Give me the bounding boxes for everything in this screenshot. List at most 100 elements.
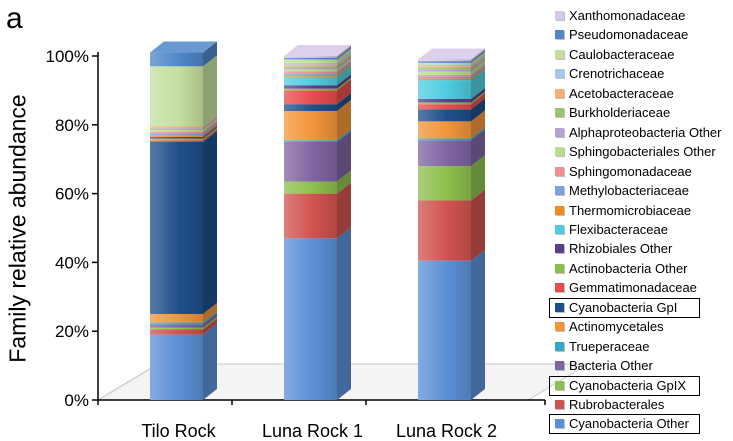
bar-segment (150, 52, 203, 67)
legend-item: Alphaproteobacteria Other (549, 123, 733, 143)
bar-segment (418, 80, 471, 99)
legend-highlight-box (549, 297, 700, 318)
bar-segment-side (203, 120, 217, 134)
bar-segment-side (203, 311, 217, 325)
bar-segment-side (471, 60, 485, 75)
bar-segment (418, 64, 471, 67)
bar-segment (150, 142, 203, 314)
bar-segment-side (337, 63, 351, 77)
bar-segment (418, 104, 471, 110)
bar-segment-side (337, 93, 351, 112)
bar-segment-side (471, 55, 485, 69)
legend-item: Thermomicrobiaceae (549, 201, 733, 221)
bar-segment-side (471, 189, 485, 261)
bar-segment-side (471, 51, 485, 65)
bar-segment (418, 68, 471, 70)
legend-label: Actinobacteria Other (569, 260, 688, 276)
legend-label: Burkholderiaceae (569, 105, 671, 121)
legend-item: Trueperaceae (549, 337, 733, 357)
bar-segment-side (471, 67, 485, 81)
legend-highlight-box (549, 414, 700, 435)
legend-label: Rhizobiales Other (569, 241, 673, 257)
legend-swatch (555, 147, 564, 157)
legend-swatch (555, 263, 564, 273)
floor-edge (97, 363, 159, 401)
bar-segment-top (150, 41, 217, 53)
bar-segment-side (471, 58, 485, 72)
bar-segment (418, 140, 471, 167)
bar-segment-side (471, 53, 485, 67)
legend-item: Actinobacteria Other (549, 259, 733, 279)
legend-label: Xanthomonadaceae (569, 8, 686, 23)
bar-segment-side (337, 65, 351, 86)
legend-label: Cyanobacteria GpIX (569, 377, 687, 393)
legend-swatch (555, 380, 564, 390)
legend-label: Pseudomonadaceae (569, 27, 689, 43)
bar-segment-side (203, 55, 217, 127)
bar-segment (418, 66, 471, 69)
legend-label: Rubrobacterales (569, 397, 665, 412)
bar-segment-side (337, 46, 351, 60)
bar-segment (284, 71, 337, 74)
bar-segment (418, 59, 471, 62)
bar-segment (284, 111, 337, 141)
legend-label: Flexibacteraceae (569, 221, 668, 237)
legend-item: Acetobacteraceae (549, 84, 733, 104)
x-tick-label: Tilo Rock (141, 421, 216, 441)
legend-item: Rubrobacterales (549, 395, 733, 415)
bar-segment (150, 136, 203, 139)
legend-swatch (555, 166, 564, 176)
bar-segment-side (203, 313, 217, 328)
legend-swatch (555, 88, 564, 98)
legend-item: Flexibacteraceae (549, 220, 733, 240)
legend-item: Gemmatimonadaceae (549, 278, 733, 298)
bar-segment (284, 104, 337, 112)
legend-label: Methylobacteriaceae (569, 183, 689, 199)
bar-segment (284, 57, 337, 60)
legend-swatch (555, 400, 564, 409)
legend-label: Sphingomonadaceae (569, 163, 692, 179)
bar-segment-top (418, 48, 485, 60)
bar-segment-side (471, 129, 485, 167)
bar-segment-side (203, 303, 217, 323)
panel-letter: a (6, 2, 23, 35)
bar-segment-side (203, 129, 217, 142)
bar-segment-side (471, 127, 485, 141)
bar-segment (284, 142, 337, 182)
legend-label: Alphaproteobacteria Other (569, 124, 722, 140)
legend-label: Actinomycetales (569, 319, 664, 335)
bar-segment (418, 166, 471, 201)
legend-item: Pseudomonadaceae (549, 25, 733, 45)
legend-label: Trueperaceae (569, 338, 650, 354)
legend-item: Caulobacteraceae (549, 45, 733, 65)
bar-segment-side (337, 57, 351, 70)
bar-segment-side (471, 91, 485, 105)
legend-swatch (555, 302, 564, 312)
bar-segment (284, 62, 337, 65)
bar-segment-side (203, 122, 217, 136)
bar-segment (284, 66, 337, 69)
bar-segment-side (471, 63, 485, 77)
legend-swatch (555, 69, 564, 79)
bar-segment (418, 71, 471, 75)
bar-segment (150, 314, 203, 323)
bar-segment (150, 133, 203, 136)
bar-segment-side (471, 50, 485, 63)
x-tick-label: Luna Rock 2 (396, 421, 497, 441)
bar-segment (284, 88, 337, 91)
bar-segment-side (471, 93, 485, 110)
legend-swatch (555, 341, 564, 351)
bar-segment-side (471, 110, 485, 139)
legend-item: Cyanobacteria GpIX (549, 375, 733, 396)
legend-label: Gemmatimonadaceae (569, 280, 697, 296)
legend-swatch (555, 127, 564, 137)
y-tick-label: 60% (55, 185, 89, 204)
bar-segment-side (337, 170, 351, 194)
bar-segment-side (337, 227, 351, 400)
bar-segment (150, 129, 203, 132)
bar-segment (418, 78, 471, 81)
legend-swatch (555, 322, 564, 332)
bar-segment-side (203, 118, 217, 132)
bar-segment (284, 59, 337, 63)
bar-segment-side (471, 48, 485, 62)
